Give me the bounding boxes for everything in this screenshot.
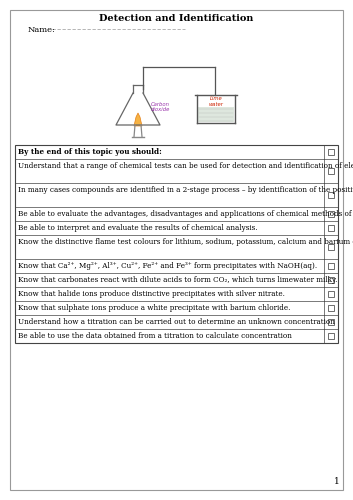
Bar: [328, 319, 334, 325]
Bar: [328, 277, 334, 283]
Text: Be able to use the data obtained from a titration to calculate concentration: Be able to use the data obtained from a …: [18, 332, 291, 340]
Text: Know that halide ions produce distinctive precipitates with silver nitrate.: Know that halide ions produce distinctiv…: [18, 290, 285, 298]
Text: Know that carbonates react with dilute acids to form CO₂, which turns limewater : Know that carbonates react with dilute a…: [18, 276, 337, 283]
Bar: [328, 244, 334, 250]
Bar: [328, 149, 334, 155]
Bar: [328, 291, 334, 297]
Bar: [328, 305, 334, 311]
Bar: [15, 145, 338, 343]
Text: Know the distinctive flame test colours for lithium, sodium, potassium, calcium : Know the distinctive flame test colours …: [18, 238, 353, 246]
Text: Understand that a range of chemical tests can be used for detection and identifi: Understand that a range of chemical test…: [18, 162, 353, 170]
Bar: [328, 333, 334, 339]
Polygon shape: [134, 113, 142, 126]
Text: 1: 1: [334, 477, 340, 486]
Text: In many cases compounds are identified in a 2-stage process – by identification : In many cases compounds are identified i…: [18, 186, 353, 194]
Text: Know that Ca²⁺, Mg²⁺, Al³⁺, Cu²⁺, Fe²⁺ and Fe³⁺ form precipitates with NaOH(aq).: Know that Ca²⁺, Mg²⁺, Al³⁺, Cu²⁺, Fe²⁺ a…: [18, 262, 317, 270]
Bar: [328, 168, 334, 174]
Bar: [328, 263, 334, 269]
Text: Be able to interpret and evaluate the results of chemical analysis.: Be able to interpret and evaluate the re…: [18, 224, 257, 232]
Text: Carbon
dioxide: Carbon dioxide: [151, 102, 170, 112]
Bar: [198, 106, 234, 122]
Bar: [328, 225, 334, 231]
Text: Be able to evaluate the advantages, disadvantages and applications of chemical m: Be able to evaluate the advantages, disa…: [18, 210, 353, 218]
Text: Name:: Name:: [28, 26, 56, 34]
Text: Understand how a titration can be carried out to determine an unknown concentrat: Understand how a titration can be carrie…: [18, 318, 334, 326]
Text: Detection and Identification: Detection and Identification: [99, 14, 254, 23]
Text: Know that sulphate ions produce a white precipitate with barium chloride.: Know that sulphate ions produce a white …: [18, 304, 290, 312]
Bar: [328, 192, 334, 198]
Text: By the end of this topic you should:: By the end of this topic you should:: [18, 148, 161, 156]
Bar: [328, 211, 334, 217]
Text: Lime
water: Lime water: [209, 96, 223, 106]
